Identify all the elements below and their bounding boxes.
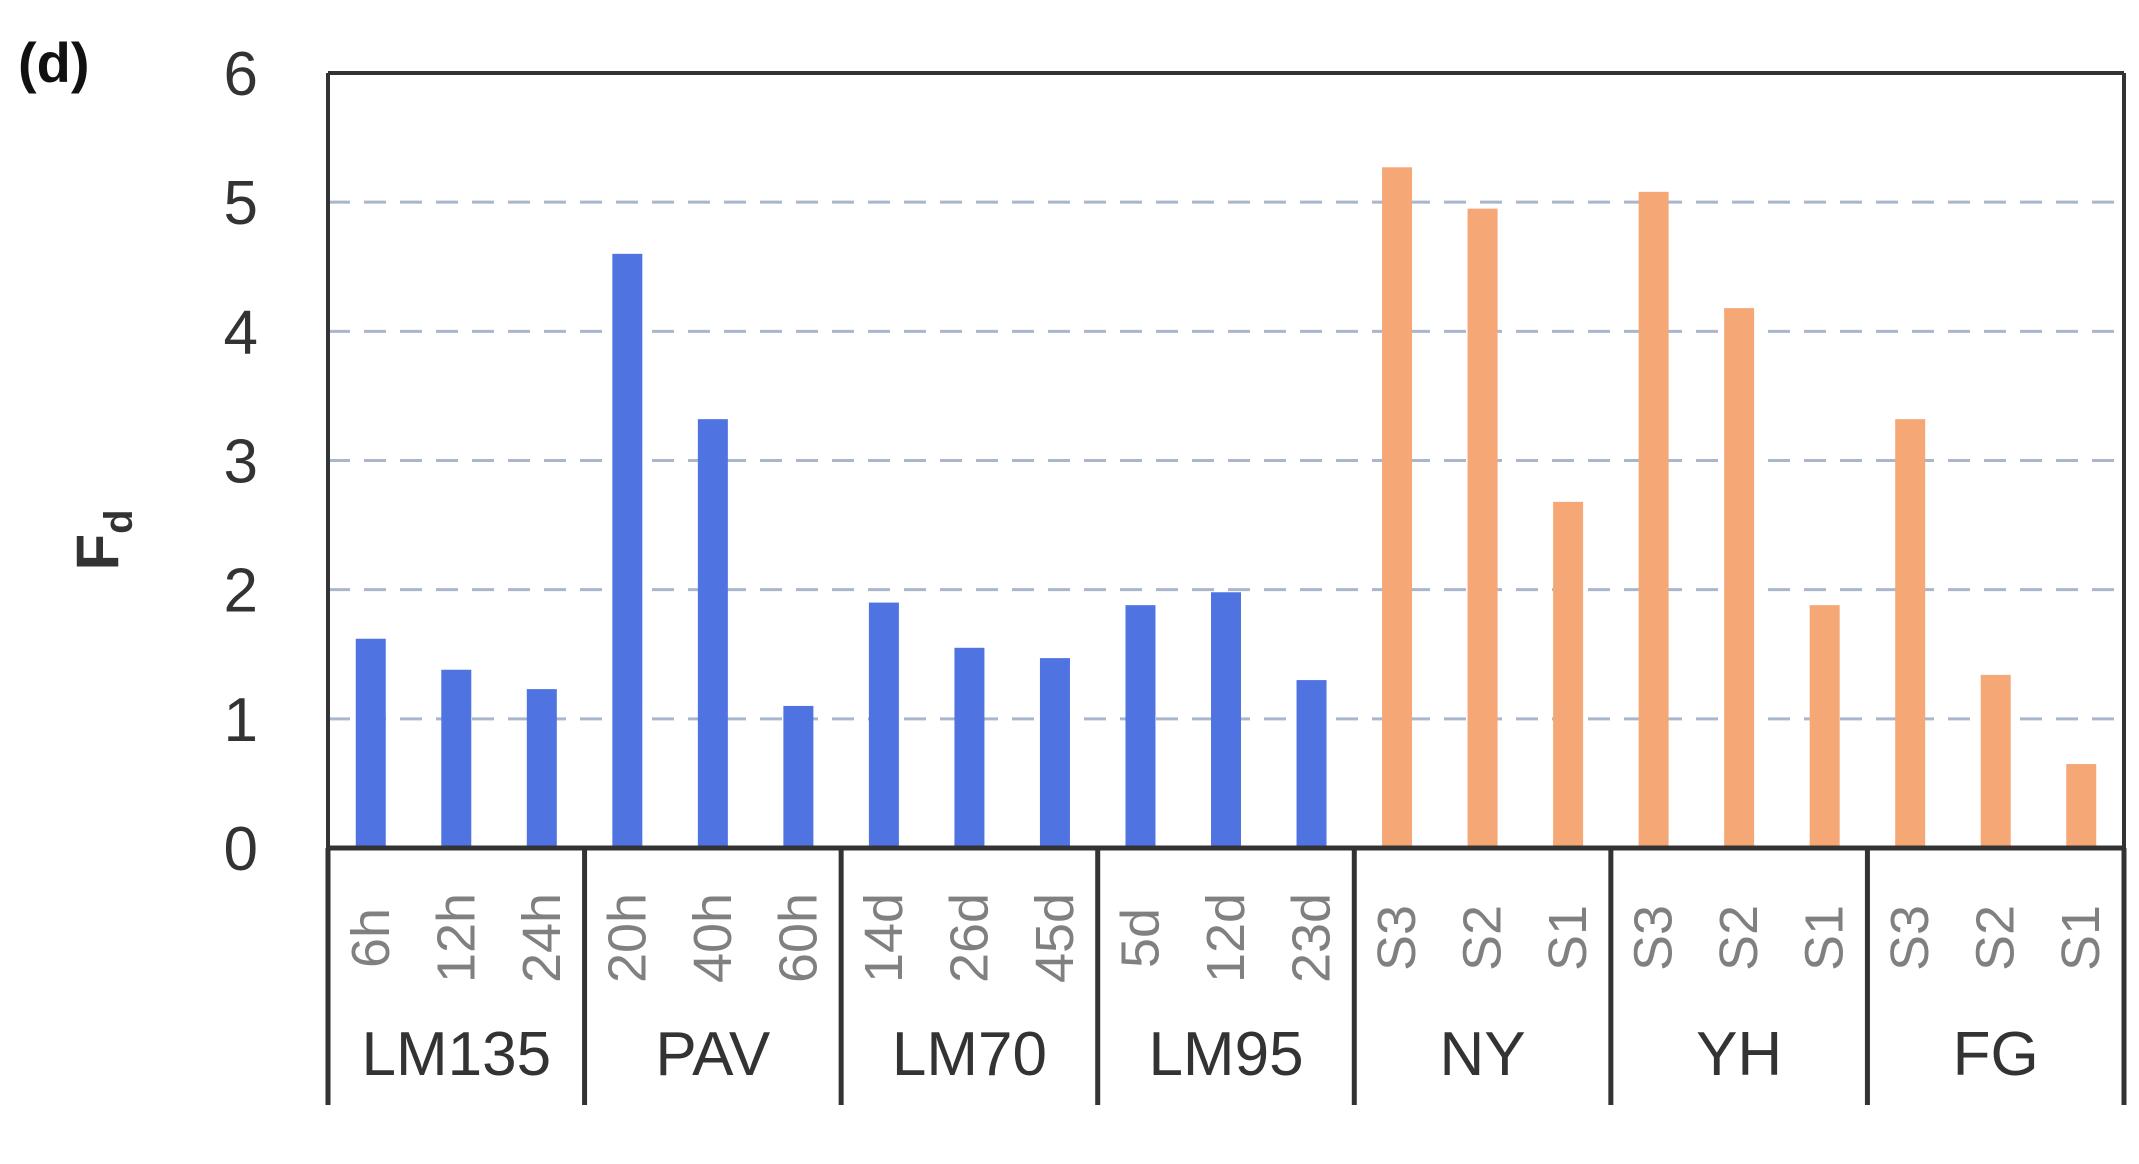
y-tick-label-2: 2 — [224, 557, 258, 626]
x-category-label-lm70-26d: 26d — [939, 893, 999, 983]
x-group-label-ny: NY — [1440, 1020, 1526, 1089]
x-category-label-fg-s3: S3 — [1880, 905, 1940, 971]
y-tick-label-4: 4 — [224, 298, 258, 367]
x-category-label-lm135-6h: 6h — [341, 908, 401, 968]
y-tick-label-1: 1 — [224, 686, 258, 755]
x-category-labels: 6h 12h 24h 20h 40h 60h 14d 26d 45d 5d 12d 23d S3 S2 S1… — [341, 893, 2111, 983]
bar-fg-s3 — [1895, 419, 1926, 848]
bar-yh-s1 — [1809, 605, 1840, 848]
bar-lm70-45d — [1039, 658, 1070, 848]
svg-text:Fd: Fd — [64, 509, 141, 570]
y-tick-labels: 0 1 2 3 4 5 6 — [224, 40, 258, 884]
y-axis-title: Fd — [64, 509, 141, 570]
x-group-label-yh: YH — [1696, 1020, 1782, 1089]
bar-lm70-26d — [954, 647, 985, 848]
bar-ny-s1 — [1553, 501, 1584, 848]
x-category-label-ny-s1: S1 — [1538, 905, 1598, 971]
x-category-label-pav-60h: 60h — [768, 893, 828, 983]
x-category-label-fg-s2: S2 — [1966, 905, 2026, 971]
bar-fg-s2 — [1980, 674, 2011, 848]
x-category-label-fg-s1: S1 — [2051, 905, 2111, 971]
x-category-label-pav-20h: 20h — [597, 893, 657, 983]
bars — [355, 167, 2097, 849]
bar-yh-s2 — [1724, 308, 1755, 848]
bar-pav-20h — [612, 253, 643, 849]
x-category-label-lm95-5d: 5d — [1110, 908, 1170, 968]
y-axis-title-subscript: d — [97, 509, 141, 533]
y-tick-label-5: 5 — [224, 169, 258, 238]
x-group-label-lm95: LM95 — [1148, 1020, 1303, 1089]
y-tick-label-0: 0 — [224, 815, 258, 884]
y-axis-title-main: F — [64, 534, 131, 571]
x-category-label-ny-s3: S3 — [1367, 905, 1427, 971]
x-group-label-lm70: LM70 — [892, 1020, 1047, 1089]
bar-lm95-12d — [1211, 592, 1241, 848]
x-group-labels: LM135 PAV LM70 LM95 NY YH FG — [361, 1020, 2038, 1089]
x-category-label-yh-s1: S1 — [1795, 905, 1855, 971]
panel-label: (d) — [18, 31, 90, 94]
x-category-label-lm135-24h: 24h — [512, 893, 572, 983]
bar-lm135-6h — [355, 638, 386, 848]
x-category-label-lm135-12h: 12h — [426, 893, 486, 983]
bar-lm95-5d — [1125, 605, 1156, 848]
bar-lm95-23d — [1296, 680, 1327, 848]
bar-pav-60h — [783, 705, 814, 848]
bar-lm135-12h — [441, 669, 472, 848]
x-group-label-lm135: LM135 — [361, 1020, 551, 1089]
bar-pav-40h — [697, 419, 728, 848]
x-group-label-pav: PAV — [655, 1020, 771, 1089]
x-category-label-lm95-12d: 12d — [1196, 893, 1256, 983]
y-tick-label-6: 6 — [224, 40, 258, 109]
x-category-label-yh-s2: S2 — [1709, 905, 1769, 971]
bar-lm135-24h — [526, 689, 557, 848]
x-category-label-lm95-23d: 23d — [1282, 893, 1342, 983]
bar-ny-s2 — [1467, 208, 1498, 848]
axes — [325, 71, 2127, 1105]
x-group-label-fg: FG — [1953, 1020, 2039, 1089]
x-category-label-ny-s2: S2 — [1453, 905, 1513, 971]
x-category-label-yh-s3: S3 — [1624, 905, 1684, 971]
bar-fg-s1 — [2066, 764, 2097, 848]
bar-lm70-14d — [868, 602, 899, 848]
x-category-label-pav-40h: 40h — [683, 893, 743, 983]
x-category-label-lm70-14d: 14d — [854, 893, 914, 983]
bar-yh-s3 — [1638, 191, 1669, 849]
x-category-label-lm70-45d: 45d — [1025, 893, 1085, 983]
y-tick-label-3: 3 — [224, 428, 258, 497]
bar-ny-s3 — [1382, 167, 1413, 848]
